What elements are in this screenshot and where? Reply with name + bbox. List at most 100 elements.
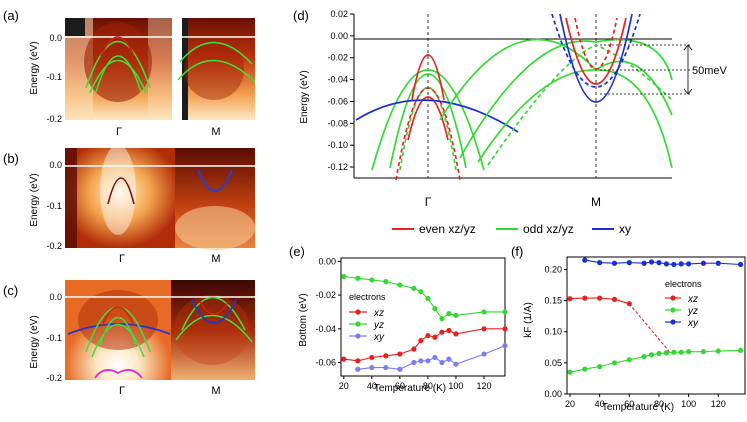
e-point-xy xyxy=(453,361,459,367)
panel-f: (f) kF (1/A) Temperature (K) 20 40 60 80 100… xyxy=(511,244,746,413)
e-ytick-label: -0.06 xyxy=(315,358,336,368)
e-point-xz xyxy=(383,353,389,359)
e-point-xz xyxy=(432,334,438,340)
f-point-yz xyxy=(737,347,744,354)
panel-d-ytick-label: -0.10 xyxy=(327,140,348,150)
f-point-yz xyxy=(656,350,662,357)
e-point-xz xyxy=(446,327,452,334)
e-point-yz xyxy=(453,312,459,318)
e-point-xy xyxy=(481,351,487,357)
e-point-xy xyxy=(418,358,424,364)
panel-d-xtick-gamma: Γ xyxy=(425,195,432,209)
panel-b-label: (b) xyxy=(3,151,19,166)
e-point-yz xyxy=(432,305,438,312)
e-point-yz xyxy=(397,282,403,288)
f-point-yz xyxy=(700,349,707,355)
panel-b-xtick-gamma: Γ xyxy=(119,253,125,265)
e-point-xz xyxy=(439,329,445,335)
f-point-xy xyxy=(737,261,744,268)
e-point-yz xyxy=(502,309,508,315)
panel-d-ytick-label: -0.04 xyxy=(327,75,348,85)
panel-c-xtick-gamma: Γ xyxy=(119,385,125,397)
panel-d-ytick-label: 0.00 xyxy=(330,31,348,41)
e-point-yz xyxy=(341,273,347,280)
e-point-yz xyxy=(369,277,375,283)
f-point-xz xyxy=(611,296,618,302)
f-point-yz xyxy=(663,350,669,356)
e-point-yz xyxy=(439,316,445,322)
e-point-xy xyxy=(397,366,403,372)
panel-e-legend-xz: xz xyxy=(373,308,384,319)
f-point-xy xyxy=(611,260,618,266)
panel-b-ytick: -0.2 xyxy=(46,241,62,251)
e-point-xy xyxy=(369,364,375,371)
e-point-yz xyxy=(418,289,424,295)
panel-e-legend-yz: yz xyxy=(373,320,384,331)
panel-c-label: (c) xyxy=(3,283,18,298)
panel-f-legend-xz: xz xyxy=(687,294,698,305)
e-series-xz xyxy=(343,328,505,362)
panel-a-xtick-gamma: Γ xyxy=(116,126,122,138)
f-xtick-label: 60 xyxy=(624,399,634,409)
panel-a-xtick-m: M xyxy=(211,126,220,138)
panel-b-ylabel: Energy (eV) xyxy=(29,173,40,226)
f-xtick-label: 120 xyxy=(711,399,726,409)
e-ytick-label: -0.02 xyxy=(315,290,336,300)
f-series-xz-extrapolation xyxy=(628,303,670,353)
panel-e-xlabel: Temperature (K) xyxy=(374,383,446,394)
f-point-xy xyxy=(597,260,603,266)
f-point-xy xyxy=(656,260,662,266)
panel-b-xtick-m: M xyxy=(211,253,220,265)
panel-e-ylabel: Bottom (eV) xyxy=(298,293,309,346)
f-point-yz xyxy=(641,354,647,360)
f-frame xyxy=(566,256,746,395)
panel-d-50mev-marker xyxy=(600,44,693,95)
legend-xy: xy xyxy=(619,222,631,236)
f-point-yz xyxy=(611,360,618,366)
e-xtick-label: 80 xyxy=(423,381,433,391)
panel-b-overlay-xy xyxy=(197,169,233,192)
f-point-yz xyxy=(671,349,677,355)
panel-a-arpes-image xyxy=(65,18,255,120)
panel-b-overlay-band xyxy=(107,177,135,205)
f-xtick-label: 80 xyxy=(654,399,664,409)
e-xtick-label: 60 xyxy=(395,381,405,391)
f-point-yz xyxy=(715,348,721,354)
panel-a-ytick: 0.0 xyxy=(49,33,62,43)
f-series-yz xyxy=(569,349,741,373)
panel-e-plot: 20 40 60 80 100 120 0.00 -0.02 -0.04 -0.06 xyxy=(315,256,508,391)
panel-d-ytick-label: 0.02 xyxy=(330,9,348,19)
e-point-xy xyxy=(502,343,508,349)
f-point-xy xyxy=(582,257,588,263)
f-point-xy xyxy=(648,259,655,265)
panel-e-label: (e) xyxy=(289,244,305,259)
panel-d-legend: even xz/yz odd xz/yz xy xyxy=(392,222,631,236)
panel-d-bands xyxy=(355,13,673,181)
f-point-yz xyxy=(648,352,655,358)
panel-c-ytick: -0.2 xyxy=(46,373,62,383)
panel-e-legend: electrons xz yz xy xyxy=(349,292,386,343)
e-point-xz xyxy=(502,326,508,332)
panel-d-ytick-label: -0.06 xyxy=(327,96,348,106)
f-point-xy xyxy=(663,261,669,267)
panel-e-legend-title: electrons xyxy=(349,292,386,302)
f-xtick-label: 20 xyxy=(565,399,575,409)
panel-e: (e) Bottom (eV) Temperature (K) 20 40 60 80… xyxy=(289,244,508,394)
panel-d-label: (d) xyxy=(293,8,309,23)
e-point-xz xyxy=(418,338,424,344)
f-point-xz xyxy=(597,295,603,301)
f-point-yz xyxy=(626,357,632,363)
e-point-xy xyxy=(411,359,417,366)
e-point-xz xyxy=(355,358,361,364)
e-point-xy xyxy=(432,354,438,361)
e-point-xy xyxy=(439,359,445,366)
panel-f-legend-title: electrons xyxy=(665,279,702,289)
e-point-yz xyxy=(383,279,389,285)
panel-b-ytick: -0.1 xyxy=(46,201,62,211)
panel-d-ytick-label: -0.08 xyxy=(327,118,348,128)
f-point-yz xyxy=(678,349,684,355)
panel-f-plot: 20 40 60 80 100 120 0.00 0.05 0.10 0.15 0.20 xyxy=(544,256,746,409)
panel-d-axes: 0.02 0.00 -0.02 -0.04 -0.06 -0.08 -0.10 -0.12 xyxy=(327,9,672,179)
panel-a-ytick: -0.2 xyxy=(46,114,62,124)
e-frame xyxy=(340,257,506,377)
